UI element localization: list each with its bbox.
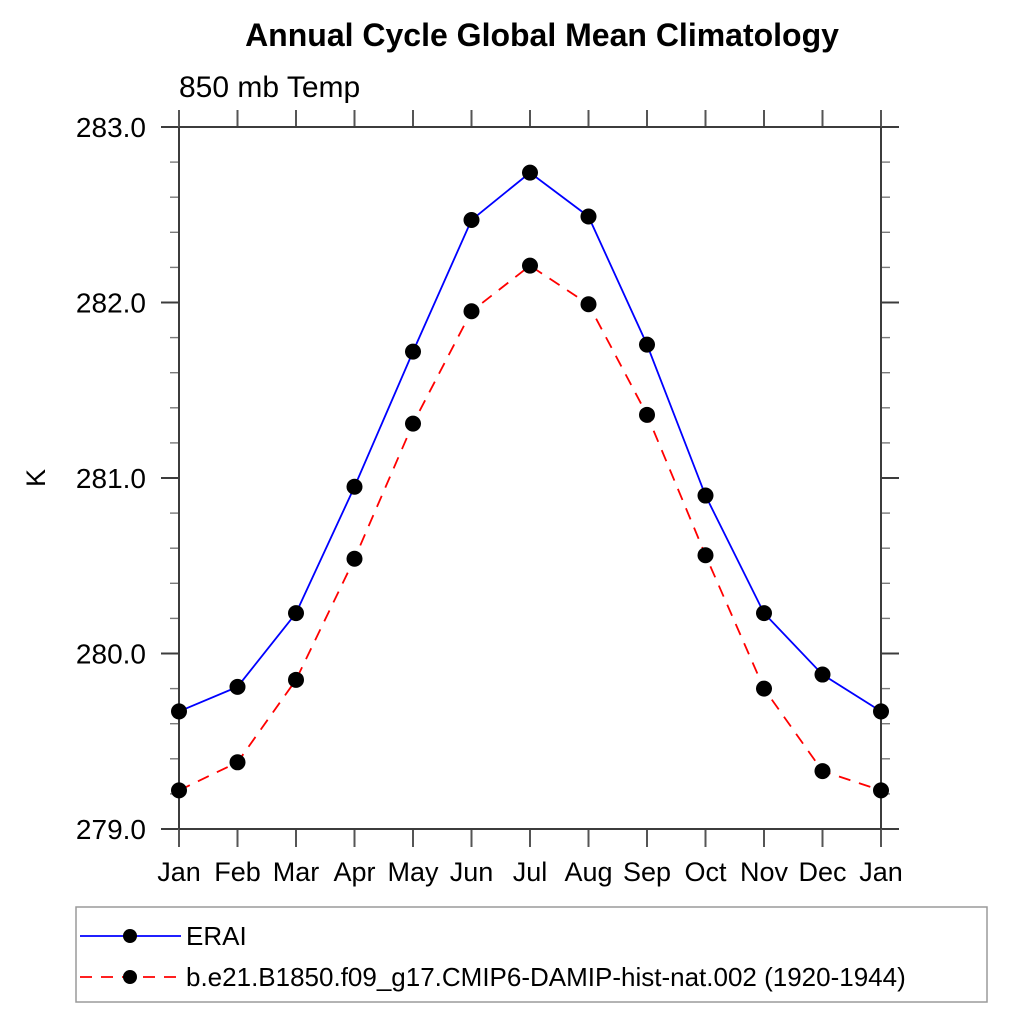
x-tick-label: Jun [450, 857, 494, 887]
y-tick-label: 281.0 [76, 463, 146, 494]
data-point [405, 415, 421, 432]
x-tick-label: Sep [623, 857, 671, 887]
data-point [229, 678, 246, 695]
x-tick-label: Aug [564, 857, 612, 887]
x-tick-label: Jul [513, 857, 548, 887]
x-tick-label: Mar [273, 857, 320, 887]
data-point [463, 212, 480, 229]
x-tick-label: Jan [157, 857, 201, 887]
chart-title: Annual Cycle Global Mean Climatology [245, 17, 839, 53]
legend-marker [123, 929, 137, 943]
data-point [463, 303, 480, 320]
x-tick-label: May [387, 857, 439, 887]
data-point [873, 703, 889, 720]
x-tick-label: Dec [798, 857, 846, 887]
legend-label: ERAI [186, 921, 247, 951]
x-tick-label: Feb [214, 857, 261, 887]
legend-label: b.e21.B1850.f09_g17.CMIP6-DAMIP-hist-nat… [186, 962, 906, 992]
series-line-0 [178, 171, 882, 713]
data-point [580, 208, 597, 225]
x-tick-label: Nov [740, 857, 789, 887]
y-tick-label: 280.0 [76, 639, 146, 670]
data-point [814, 666, 831, 683]
legend-box [75, 906, 988, 1003]
data-point [288, 671, 304, 688]
data-point [346, 478, 363, 495]
data-point [522, 257, 538, 274]
data-point [814, 763, 831, 780]
data-point [171, 782, 187, 799]
data-point [873, 782, 889, 799]
data-point [405, 343, 421, 360]
data-point [756, 680, 772, 697]
x-tick-label: Oct [684, 857, 727, 887]
data-point [171, 703, 187, 720]
y-axis-label: K [21, 469, 51, 487]
data-point [522, 164, 538, 181]
legend-marker [123, 970, 137, 984]
data-point [288, 605, 304, 622]
series-line-1 [178, 264, 882, 792]
data-point [639, 336, 655, 353]
x-tick-label: Jan [859, 857, 903, 887]
chart-subtitle: 850 mb Temp [179, 71, 360, 104]
data-point [697, 547, 714, 564]
x-tick-label: Apr [333, 857, 375, 887]
y-tick-label: 279.0 [76, 814, 146, 845]
data-point [229, 754, 246, 771]
plot-area: 279.0 280.0 281.0 282.0 283.0 Jan Feb Mar Apr May… [75, 110, 988, 1003]
y-tick-label: 283.0 [76, 112, 146, 143]
y-tick-label: 282.0 [76, 288, 146, 319]
data-point [756, 605, 772, 622]
data-point [697, 487, 714, 504]
data-point [346, 550, 363, 567]
data-point [639, 406, 655, 423]
data-point [580, 296, 597, 313]
